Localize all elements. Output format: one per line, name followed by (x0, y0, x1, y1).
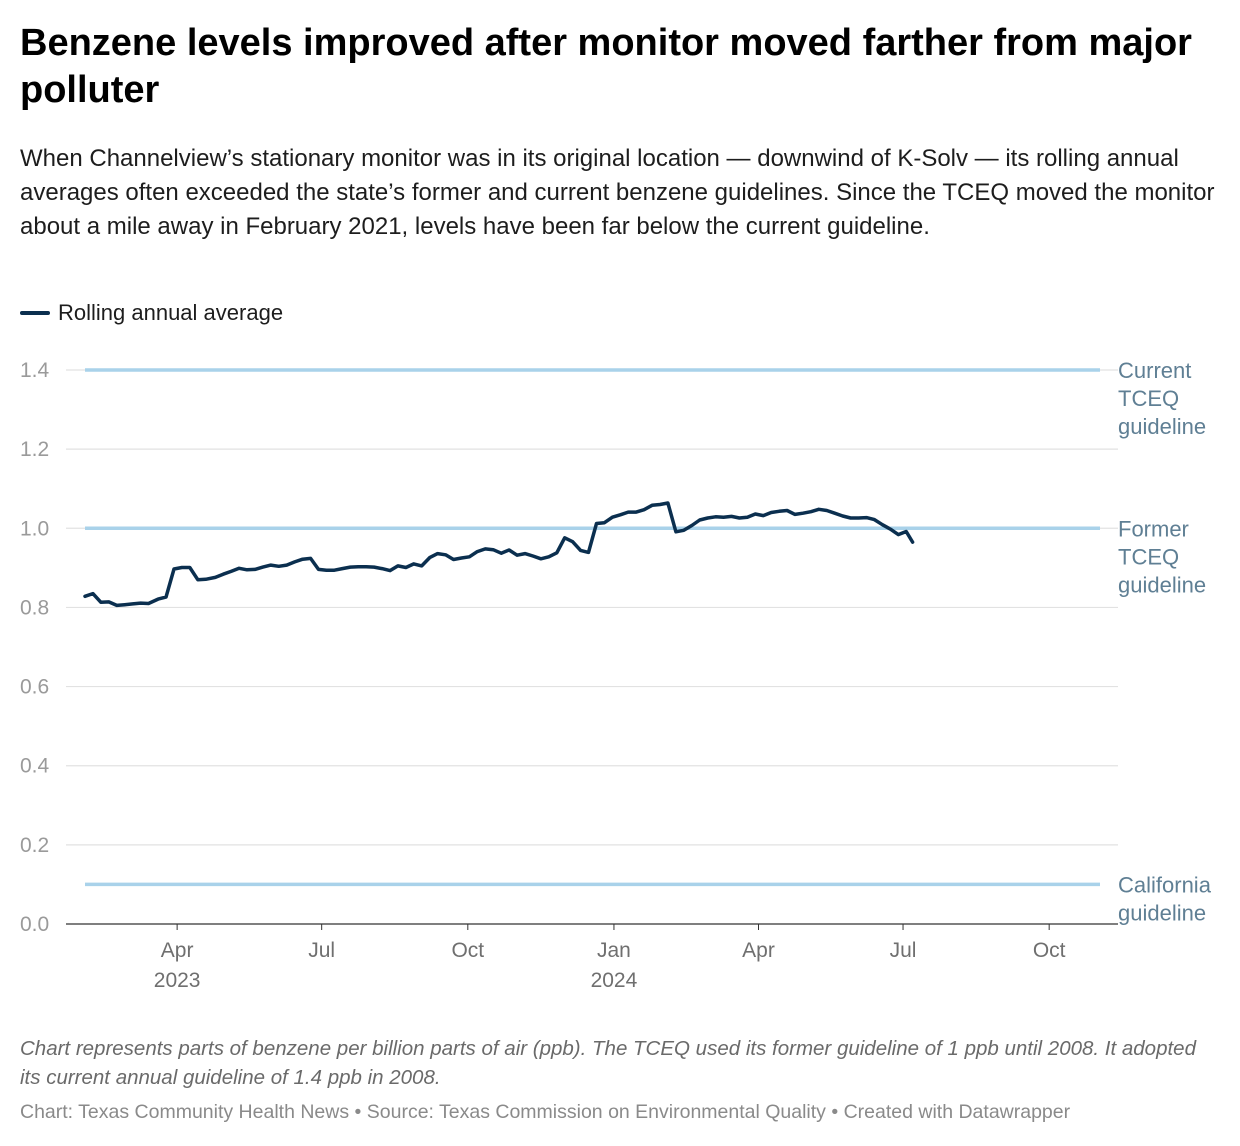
chart-notes: Chart represents parts of benzene per bi… (20, 1037, 1196, 1089)
y-tick-label: 0.8 (20, 596, 49, 619)
chart-byline: Chart: Texas Community Health News • Sou… (20, 1101, 1071, 1123)
y-tick-label: 0.0 (20, 913, 49, 936)
y-tick-label: 1.0 (20, 517, 49, 540)
x-tick-label: Jan (597, 939, 631, 962)
reference-line-label: California guideline (1118, 872, 1212, 925)
x-tick-year-label: 2023 (154, 969, 201, 992)
x-tick-label: Oct (451, 939, 484, 962)
legend-label: Rolling annual average (58, 300, 284, 325)
series-layer (83, 501, 915, 608)
y-tick-label: 1.4 (20, 359, 50, 382)
x-tick-year-label: 2024 (591, 969, 638, 992)
y-tick-label: 0.2 (20, 834, 49, 857)
x-tick-label: Jul (308, 939, 335, 962)
x-tick-label: Jul (890, 939, 917, 962)
chart-legend: Rolling annual average (20, 300, 283, 326)
x-tick-label: Apr (742, 939, 775, 962)
y-tick-label: 0.4 (20, 755, 50, 778)
reference-line-label: Current TCEQ guideline (1118, 358, 1206, 439)
chart-subtitle: When Channelview’s stationary monitor wa… (20, 145, 1215, 240)
y-tick-label: 0.6 (20, 676, 49, 699)
series-line (83, 501, 915, 608)
y-axis-ticks: 0.0 0.2 0.4 0.6 0.8 1.0 1.2 1.4 (20, 359, 50, 936)
x-tick-label: Apr (161, 939, 194, 962)
legend-line-swatch (20, 311, 50, 315)
gridlines (66, 369, 1118, 925)
x-axis-ticks: Apr 2023 Jul Oct Jan 2024 Apr Jul Oct (154, 924, 1066, 992)
reference-lines: Current TCEQ guideline Former TCEQ guideline C… (85, 358, 1212, 925)
chart-title: Benzene levels improved after monitor mo… (20, 22, 1192, 111)
x-tick-label: Oct (1033, 939, 1066, 962)
line-chart: Current TCEQ guideline Former TCEQ guideline C… (20, 358, 1212, 992)
y-tick-label: 1.2 (20, 438, 49, 461)
reference-line-label: Former TCEQ guideline (1118, 516, 1206, 597)
